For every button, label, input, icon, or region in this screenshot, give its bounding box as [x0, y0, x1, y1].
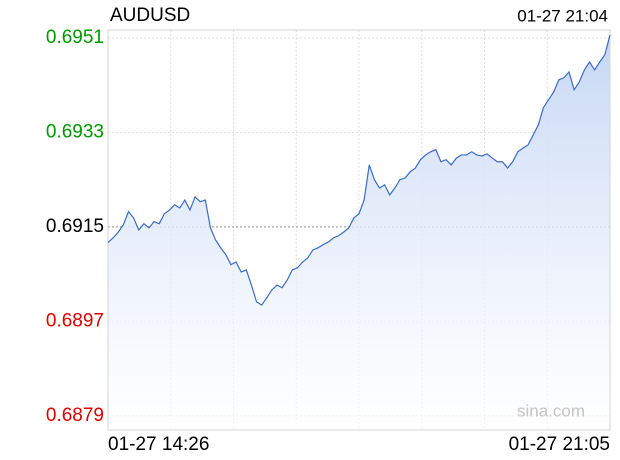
area	[108, 34, 610, 430]
timestamp: 01-27 21:04	[517, 6, 608, 25]
y-tick-label: 0.6915	[46, 216, 104, 237]
x-tick-label: 01-27 21:05	[509, 434, 610, 455]
watermark: sina.com	[517, 401, 585, 420]
x-tick-label: 01-27 14:26	[108, 434, 209, 455]
y-tick-label: 0.6951	[46, 27, 104, 48]
y-tick-label: 0.6897	[46, 310, 104, 331]
chart-title: AUDUSD	[110, 5, 190, 26]
plot-frame	[107, 29, 611, 431]
y-tick-label: 0.6933	[46, 121, 104, 142]
line	[107, 34, 611, 306]
y-tick-label: 0.6879	[46, 405, 104, 426]
